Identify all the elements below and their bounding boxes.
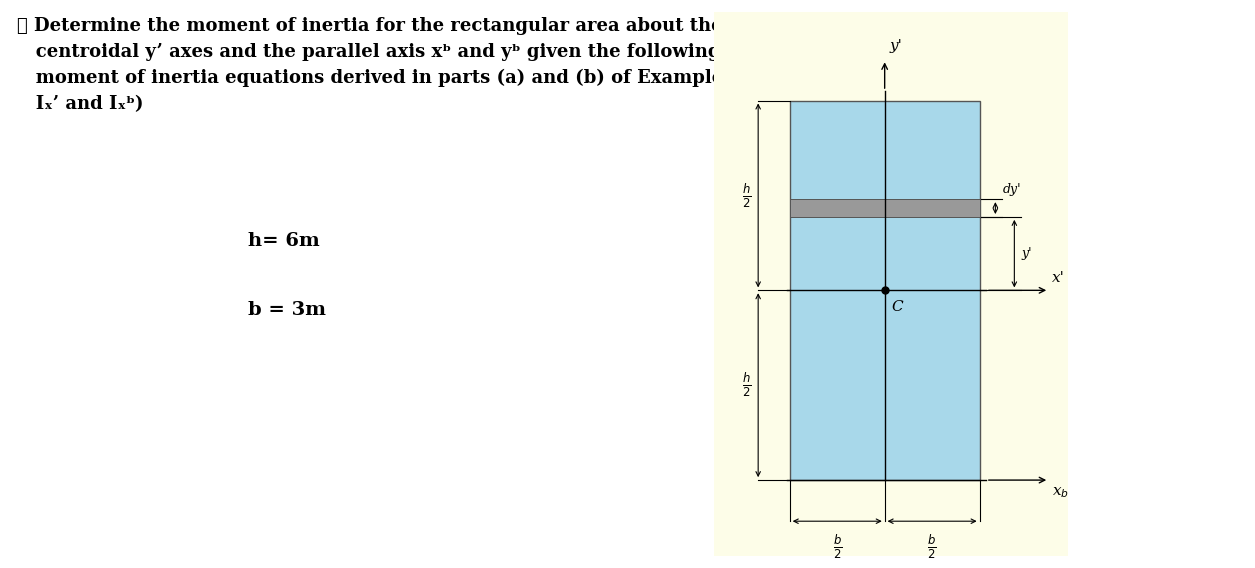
Bar — [789, 199, 980, 217]
Text: x$_b$: x$_b$ — [1052, 485, 1069, 500]
Text: C: C — [891, 300, 902, 314]
Text: dy': dy' — [1003, 183, 1022, 196]
Text: $\frac{h}{2}$: $\frac{h}{2}$ — [743, 181, 752, 210]
Text: y': y' — [889, 39, 902, 53]
Text: y': y' — [1022, 247, 1033, 260]
Text: $\frac{b}{2}$: $\frac{b}{2}$ — [927, 533, 936, 561]
Text: x': x' — [1052, 272, 1065, 285]
Bar — [789, 101, 980, 480]
Text: $\frac{b}{2}$: $\frac{b}{2}$ — [832, 533, 842, 561]
Text: h= 6m: h= 6m — [248, 232, 320, 250]
Text: ❖ Determine the moment of inertia for the rectangular area about the centroidal : ❖ Determine the moment of inertia for th… — [16, 17, 929, 113]
Text: b = 3m: b = 3m — [248, 300, 326, 319]
Text: $\frac{h}{2}$: $\frac{h}{2}$ — [743, 371, 752, 399]
